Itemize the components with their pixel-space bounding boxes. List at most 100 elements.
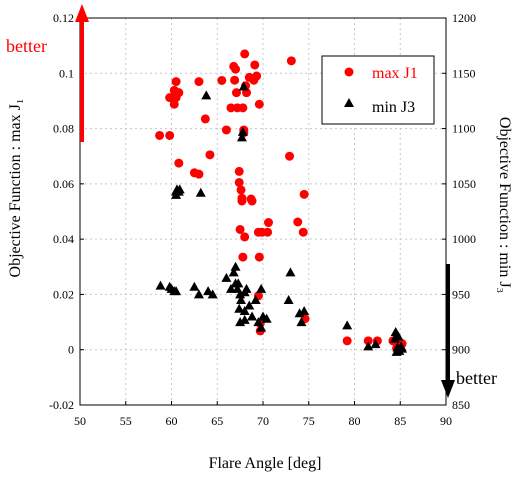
legend: max J1 min J3 xyxy=(321,55,435,125)
data-point-min-j3 xyxy=(397,343,408,353)
y-axis-ticks: -0.02 0 0.02 0.04 0.06 0.08 0.1 0.12 xyxy=(49,11,84,412)
data-point-max-j1 xyxy=(165,93,175,103)
data-point-max-j1 xyxy=(250,60,260,70)
data-point-min-j3 xyxy=(189,281,200,291)
data-point-min-j3 xyxy=(296,317,307,327)
data-point-min-j3 xyxy=(239,314,250,324)
y-tick-label: 0.02 xyxy=(53,287,74,301)
data-point-max-j1 xyxy=(217,75,227,85)
legend-box xyxy=(321,55,435,125)
data-point-min-j3 xyxy=(155,280,166,290)
data-point-min-j3 xyxy=(256,322,267,332)
data-point-min-j3 xyxy=(230,261,241,271)
y-tick-label: 0.04 xyxy=(53,232,74,246)
data-point-max-j1 xyxy=(285,151,295,161)
x-tick-label: 50 xyxy=(74,414,86,428)
better-arrow-down-head xyxy=(441,380,455,398)
data-point-max-j1 xyxy=(174,88,184,98)
data-point-max-j1 xyxy=(234,166,244,176)
better-label-down: better xyxy=(456,368,497,388)
data-point-max-j1 xyxy=(237,196,247,206)
data-point-min-j3 xyxy=(225,283,236,293)
data-point-min-j3 xyxy=(299,306,310,316)
data-point-max-j1 xyxy=(254,252,264,262)
x-axis-label: Flare Angle [deg] xyxy=(209,455,322,472)
data-point-min-j3 xyxy=(237,126,248,136)
data-point-max-j1 xyxy=(231,64,241,74)
data-point-min-j3 xyxy=(283,294,294,304)
data-point-min-j3 xyxy=(241,283,252,293)
y2-axis-ticks: 850 900 950 1000 1050 1100 1150 1200 xyxy=(442,11,476,412)
data-point-max-j1 xyxy=(234,177,244,187)
x-tick-label: 70 xyxy=(257,414,269,428)
x-tick-label: 55 xyxy=(120,414,132,428)
data-point-max-j1 xyxy=(252,71,262,81)
data-point-max-j1 xyxy=(171,77,181,87)
data-point-min-j3 xyxy=(201,90,212,100)
data-point-min-j3 xyxy=(342,320,353,330)
data-point-max-j1 xyxy=(205,150,215,160)
data-point-max-j1 xyxy=(263,218,273,228)
data-point-min-j3 xyxy=(233,278,244,288)
y2-tick-label: 950 xyxy=(452,287,470,301)
y2-tick-label: 850 xyxy=(452,398,470,412)
data-point-min-j3 xyxy=(261,313,272,323)
legend-label-min-j3: min J3 xyxy=(372,99,415,116)
better-annotation-up: better xyxy=(6,4,89,142)
y-tick-label: 0.12 xyxy=(53,11,74,25)
y2-axis-label: Objective Function : min J₃ xyxy=(496,117,513,293)
data-point-min-j3 xyxy=(195,187,206,197)
data-point-max-j1 xyxy=(263,227,273,237)
y-tick-label: 0.1 xyxy=(59,66,74,80)
x-tick-label: 60 xyxy=(166,414,178,428)
data-point-min-j3 xyxy=(393,331,404,341)
data-point-min-j3 xyxy=(221,272,232,282)
data-point-min-j3 xyxy=(236,294,247,304)
data-point-min-j3 xyxy=(236,132,247,142)
data-point-min-j3 xyxy=(256,283,267,293)
y-tick-label: -0.02 xyxy=(49,398,74,412)
data-point-min-j3 xyxy=(171,286,182,296)
data-point-min-j3 xyxy=(244,300,255,310)
data-point-max-j1 xyxy=(235,224,245,234)
y-tick-label: 0.08 xyxy=(53,122,74,136)
data-point-max-j1 xyxy=(236,185,246,195)
data-point-max-j1 xyxy=(165,130,175,140)
x-tick-label: 75 xyxy=(303,414,315,428)
data-point-max-j1 xyxy=(342,336,352,346)
data-point-min-j3 xyxy=(207,289,218,299)
data-point-max-j1 xyxy=(194,169,204,179)
x-tick-label: 65 xyxy=(211,414,223,428)
data-point-max-j1 xyxy=(238,252,248,262)
x-axis-ticks: 50 55 60 65 70 75 80 85 90 xyxy=(74,401,452,428)
data-point-max-j1 xyxy=(226,103,236,113)
x-tick-label: 85 xyxy=(394,414,406,428)
y2-tick-label: 1000 xyxy=(452,232,476,246)
series-marks xyxy=(155,49,408,356)
data-point-max-j1 xyxy=(238,103,248,113)
data-point-min-j3 xyxy=(228,267,239,277)
better-label-up: better xyxy=(6,36,47,56)
data-point-min-j3 xyxy=(234,303,245,313)
y-axis-label: Objective Function : max J₁ xyxy=(7,99,24,278)
data-point-max-j1 xyxy=(298,227,308,237)
y-tick-label: 0 xyxy=(68,343,74,357)
legend-marker-max-j1 xyxy=(344,67,354,77)
data-point-max-j1 xyxy=(174,158,184,168)
data-point-max-j1 xyxy=(247,196,257,206)
y2-tick-label: 1150 xyxy=(452,66,476,80)
data-point-min-j3 xyxy=(193,289,204,299)
y2-tick-label: 1050 xyxy=(452,177,476,191)
data-point-min-j3 xyxy=(238,81,249,91)
data-point-max-j1 xyxy=(200,114,210,124)
y2-tick-label: 900 xyxy=(452,343,470,357)
data-point-max-j1 xyxy=(254,99,264,109)
y2-tick-label: 1200 xyxy=(452,11,476,25)
data-point-min-j3 xyxy=(247,311,258,321)
series-min-j3 xyxy=(155,81,408,356)
data-point-max-j1 xyxy=(240,49,250,59)
data-point-max-j1 xyxy=(231,88,241,98)
data-point-min-j3 xyxy=(239,306,250,316)
data-point-max-j1 xyxy=(221,125,231,135)
